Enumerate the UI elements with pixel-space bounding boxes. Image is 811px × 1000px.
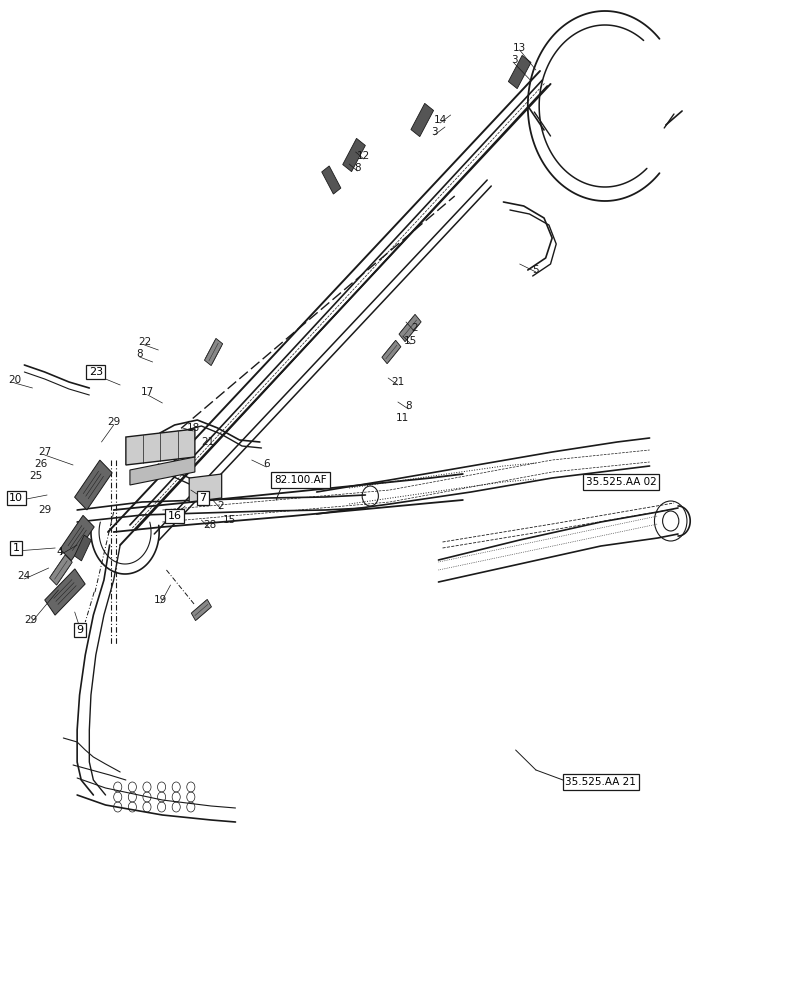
Text: 9: 9 (76, 625, 83, 635)
Text: 1: 1 (13, 543, 19, 553)
Text: 27: 27 (38, 447, 51, 457)
Polygon shape (130, 457, 195, 485)
Text: 8: 8 (136, 349, 143, 359)
Text: 19: 19 (154, 595, 167, 605)
Polygon shape (189, 474, 221, 502)
Text: 4: 4 (57, 547, 63, 557)
Text: 17: 17 (141, 387, 154, 397)
Text: 7: 7 (200, 493, 206, 503)
Text: 35.525.AA 02: 35.525.AA 02 (585, 477, 656, 487)
Polygon shape (381, 340, 401, 364)
Text: 35.525.AA 21: 35.525.AA 21 (564, 777, 636, 787)
Text: 21: 21 (201, 437, 214, 447)
Text: 3: 3 (510, 55, 517, 65)
Polygon shape (126, 429, 195, 465)
Text: 28: 28 (203, 520, 216, 530)
Polygon shape (49, 555, 72, 585)
Polygon shape (75, 535, 91, 561)
Polygon shape (45, 569, 85, 615)
Text: 2: 2 (410, 323, 417, 333)
Polygon shape (60, 515, 94, 561)
Text: 13: 13 (513, 43, 526, 53)
Text: 12: 12 (357, 151, 370, 161)
Text: 18: 18 (187, 423, 200, 433)
Text: 15: 15 (404, 336, 417, 346)
Text: 22: 22 (138, 337, 151, 347)
Text: 29: 29 (38, 505, 51, 515)
Text: 10: 10 (9, 493, 24, 503)
Polygon shape (204, 338, 222, 366)
Polygon shape (508, 55, 530, 89)
Text: 15: 15 (222, 515, 235, 525)
Polygon shape (75, 460, 112, 510)
Text: 8: 8 (354, 163, 360, 173)
Text: 26: 26 (34, 459, 47, 469)
Text: 14: 14 (433, 115, 446, 125)
Text: 2: 2 (217, 501, 224, 511)
Text: 82.100.AF: 82.100.AF (274, 475, 326, 485)
Polygon shape (342, 138, 365, 172)
Text: 20: 20 (8, 375, 21, 385)
Polygon shape (321, 166, 341, 194)
Text: 21: 21 (391, 377, 404, 387)
Text: 5: 5 (532, 265, 539, 275)
Polygon shape (410, 103, 433, 137)
Text: 23: 23 (88, 367, 103, 377)
Text: 11: 11 (396, 413, 409, 423)
Text: 29: 29 (107, 417, 120, 427)
Polygon shape (398, 314, 421, 342)
Text: 29: 29 (24, 615, 37, 625)
Text: 24: 24 (18, 571, 31, 581)
Text: 6: 6 (263, 459, 269, 469)
Polygon shape (191, 599, 211, 621)
Text: 16: 16 (167, 511, 182, 521)
Text: 8: 8 (405, 401, 411, 411)
Text: 25: 25 (29, 471, 42, 481)
Text: 3: 3 (431, 127, 437, 137)
